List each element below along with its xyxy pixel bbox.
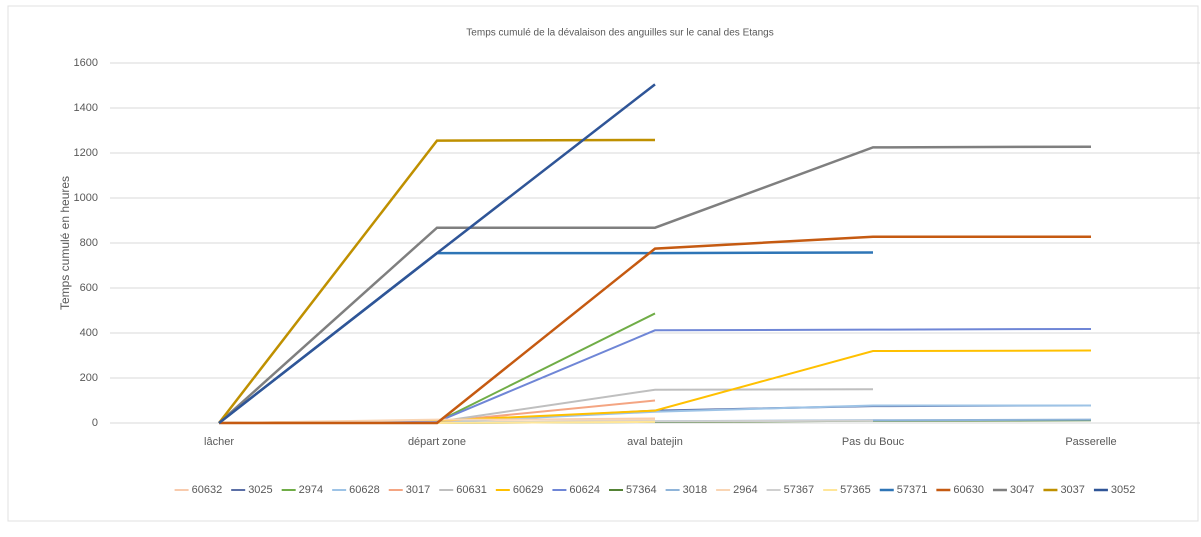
legend-label: 60632 [192, 484, 223, 496]
legend-label: 60629 [513, 484, 544, 496]
legend-label: 60631 [456, 484, 487, 496]
legend-label: 3037 [1060, 484, 1084, 496]
legend-label: 60628 [349, 484, 380, 496]
chart-title: Temps cumulé de la dévalaison des anguil… [466, 28, 773, 39]
y-tick-label: 1400 [74, 102, 98, 114]
series-line [219, 235, 1091, 425]
legend-label: 3018 [683, 484, 707, 496]
legend-label: 3017 [406, 484, 430, 496]
y-tick-label: 1600 [74, 57, 98, 69]
legend-label: 3047 [1010, 484, 1034, 496]
y-axis-label: Temps cumulé en heures [58, 176, 72, 310]
y-tick-label: 200 [80, 372, 98, 384]
y-tick-label: 600 [80, 282, 98, 294]
legend-label: 3025 [248, 484, 272, 496]
x-tick-label: Passerelle [1065, 436, 1116, 448]
legend-label: 3052 [1111, 484, 1135, 496]
legend-label: 2964 [733, 484, 757, 496]
legend-label: 57364 [626, 484, 657, 496]
y-tick-label: 800 [80, 237, 98, 249]
legend-label: 60630 [953, 484, 984, 496]
x-tick-label: lâcher [204, 436, 234, 448]
legend-label: 2974 [299, 484, 323, 496]
series-line [218, 83, 656, 424]
series-line [218, 251, 874, 424]
x-tick-label: aval batejin [627, 436, 683, 448]
y-tick-label: 0 [92, 417, 98, 429]
legend-label: 57365 [840, 484, 871, 496]
series-line [218, 138, 656, 424]
series-line [218, 145, 1092, 424]
y-tick-label: 400 [80, 327, 98, 339]
chart-border [7, 5, 1199, 522]
y-tick-label: 1000 [74, 192, 98, 204]
x-tick-label: Pas du Bouc [842, 436, 905, 448]
legend-label: 57371 [897, 484, 928, 496]
legend-label: 60624 [569, 484, 600, 496]
y-tick-label: 1200 [74, 147, 98, 159]
legend-label: 57367 [784, 484, 815, 496]
series-line [218, 327, 1092, 424]
x-tick-label: départ zone [408, 436, 466, 448]
